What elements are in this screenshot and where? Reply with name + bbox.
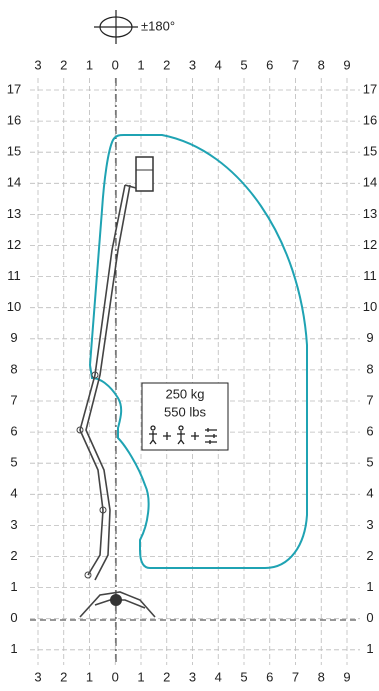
y-label-right: 7 (366, 392, 373, 407)
x-label-bottom: 2 (60, 669, 67, 684)
y-label-right: 10 (363, 299, 377, 314)
y-label-right: 1 (366, 641, 373, 656)
y-label-right: 5 (366, 455, 373, 470)
x-label-bottom: 3 (34, 669, 41, 684)
load-kg: 250 kg (165, 386, 204, 401)
y-label-right: 11 (363, 268, 377, 283)
x-label-top: 3 (34, 57, 41, 72)
x-label-top: 4 (215, 57, 222, 72)
grid (30, 78, 360, 665)
x-label-bottom: 0 (112, 669, 119, 684)
x-label-bottom: 1 (86, 669, 93, 684)
x-label-bottom: 3 (189, 669, 196, 684)
x-label-bottom: 6 (266, 669, 273, 684)
y-label-right: 8 (366, 361, 373, 376)
x-label-top: 3 (189, 57, 196, 72)
x-label-top: 1 (86, 57, 93, 72)
x-label-top: 7 (292, 57, 299, 72)
x-label-top: 6 (266, 57, 273, 72)
y-label-right: 12 (363, 237, 377, 252)
y-label-left: 14 (7, 175, 21, 190)
y-label-left: 6 (10, 424, 17, 439)
x-label-top: 2 (60, 57, 67, 72)
y-label-left: 4 (10, 486, 17, 501)
x-label-top: 5 (240, 57, 247, 72)
y-label-right: 1 (366, 579, 373, 594)
y-label-left: 7 (10, 392, 17, 407)
x-label-bottom: 4 (215, 669, 222, 684)
y-label-right: 2 (366, 548, 373, 563)
x-label-bottom: 8 (318, 669, 325, 684)
y-label-left: 3 (10, 517, 17, 532)
y-label-right: 3 (366, 517, 373, 532)
y-label-left: 10 (7, 299, 21, 314)
y-label-right: 17 (363, 81, 377, 96)
y-label-right: 0 (366, 610, 373, 625)
y-label-left: 11 (7, 268, 21, 283)
y-label-right: 4 (366, 486, 373, 501)
load-lbs: 550 lbs (164, 404, 206, 419)
load-box (141, 382, 229, 451)
y-label-left: 1 (10, 579, 17, 594)
rotation-icon (94, 10, 138, 44)
x-label-bottom: 2 (163, 669, 170, 684)
y-label-left: 12 (7, 237, 21, 252)
x-label-top: 0 (112, 57, 119, 72)
y-label-right: 6 (366, 424, 373, 439)
y-label-left: 1 (10, 641, 17, 656)
y-label-left: 9 (10, 330, 17, 345)
y-label-right: 13 (363, 206, 377, 221)
x-label-top: 9 (343, 57, 350, 72)
machine (76, 156, 156, 618)
x-label-top: 8 (318, 57, 325, 72)
y-label-right: 9 (366, 330, 373, 345)
y-label-right: 15 (363, 144, 377, 159)
y-label-left: 13 (7, 206, 21, 221)
y-label-left: 8 (10, 361, 17, 376)
x-label-top: 2 (163, 57, 170, 72)
x-label-bottom: 1 (137, 669, 144, 684)
working-envelope (88, 134, 308, 569)
rotation-label: ±180° (141, 18, 175, 33)
y-label-right: 14 (363, 175, 377, 190)
x-label-bottom: 9 (343, 669, 350, 684)
x-label-top: 1 (137, 57, 144, 72)
y-label-left: 15 (7, 144, 21, 159)
y-label-left: 0 (10, 610, 17, 625)
x-label-bottom: 7 (292, 669, 299, 684)
y-label-left: 2 (10, 548, 17, 563)
y-label-left: 5 (10, 455, 17, 470)
y-label-left: 17 (7, 81, 21, 96)
y-label-left: 16 (7, 113, 21, 128)
y-label-right: 16 (363, 113, 377, 128)
load-icons (149, 425, 217, 445)
x-label-bottom: 5 (240, 669, 247, 684)
